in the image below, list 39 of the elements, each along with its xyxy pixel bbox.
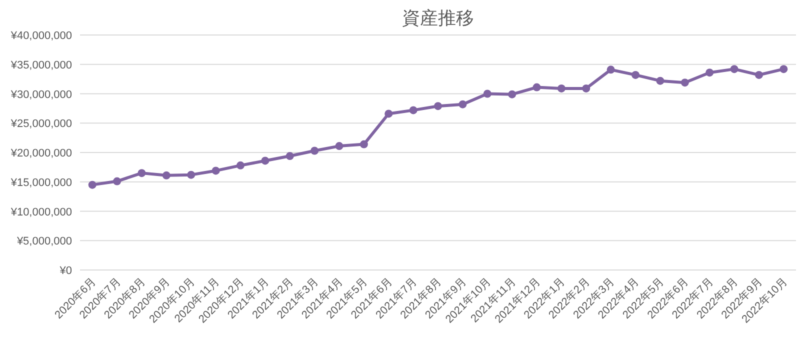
point bbox=[384, 110, 393, 118]
y-tick-label: ¥40,000,000 bbox=[10, 30, 72, 42]
point bbox=[508, 90, 516, 98]
point bbox=[335, 142, 344, 150]
y-tick-label: ¥0 bbox=[58, 265, 72, 277]
y-tick-label: ¥20,000,000 bbox=[10, 148, 72, 160]
point bbox=[706, 68, 714, 77]
point bbox=[310, 146, 319, 155]
point bbox=[88, 180, 96, 189]
point bbox=[138, 169, 146, 178]
point bbox=[632, 70, 640, 79]
point bbox=[780, 65, 788, 74]
point bbox=[261, 156, 270, 165]
point bbox=[113, 177, 122, 186]
point bbox=[286, 152, 294, 160]
point bbox=[212, 166, 220, 175]
point bbox=[557, 84, 566, 92]
point bbox=[532, 83, 541, 92]
point bbox=[458, 100, 467, 108]
point bbox=[483, 90, 492, 98]
y-tick-label: ¥5,000,000 bbox=[16, 236, 72, 248]
y-tick-label: ¥15,000,000 bbox=[10, 176, 72, 189]
point bbox=[656, 76, 664, 85]
y-tick-label: ¥30,000,000 bbox=[10, 88, 72, 101]
point bbox=[730, 65, 738, 74]
point bbox=[360, 140, 368, 148]
point bbox=[236, 161, 244, 170]
point bbox=[434, 102, 442, 110]
point bbox=[187, 170, 196, 179]
point bbox=[606, 66, 615, 74]
y-tick-label: ¥25,000,000 bbox=[10, 118, 72, 130]
point bbox=[754, 70, 763, 79]
point bbox=[680, 78, 689, 87]
y-tick-label: ¥10,000,000 bbox=[10, 206, 72, 218]
chart-title: 資産推移 bbox=[402, 8, 474, 28]
y-tick-label: ¥35,000,000 bbox=[10, 59, 72, 72]
point bbox=[582, 84, 590, 92]
point bbox=[162, 171, 170, 180]
point bbox=[409, 106, 418, 114]
